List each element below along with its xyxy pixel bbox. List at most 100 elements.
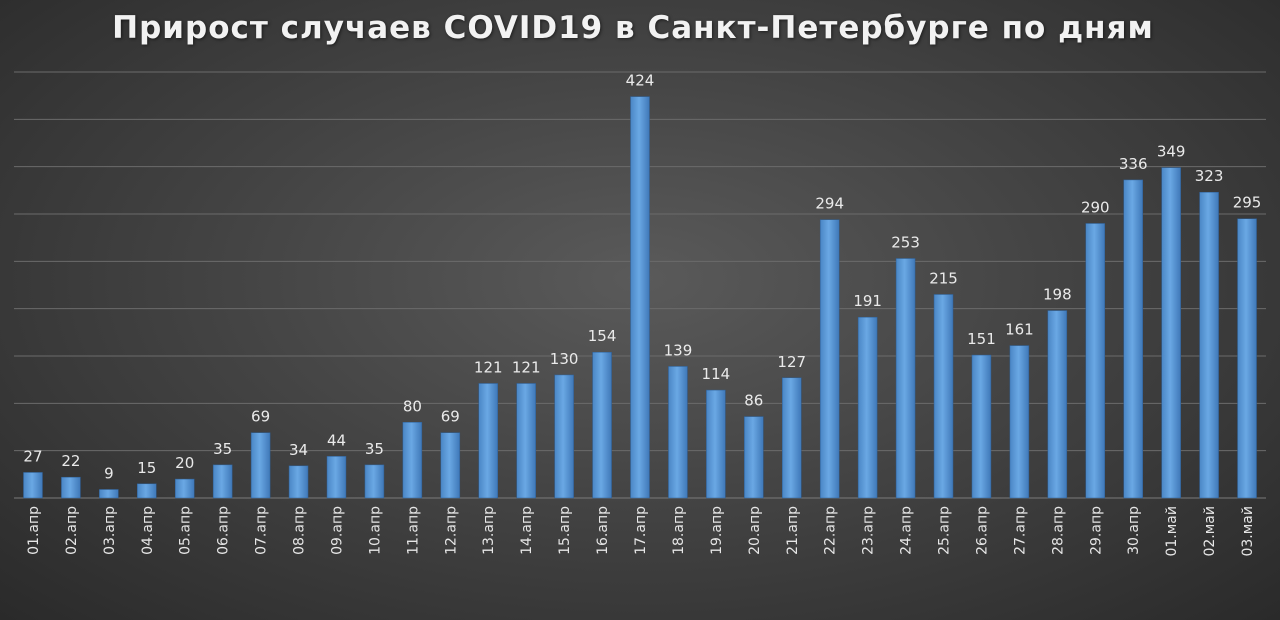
bar <box>99 489 119 499</box>
x-tick-label: 11.апр <box>405 506 421 555</box>
data-label: 161 <box>1005 321 1034 339</box>
x-tick-label: 25.апр <box>937 506 953 555</box>
data-label: 349 <box>1157 143 1186 161</box>
x-tick-label: 21.апр <box>785 506 801 555</box>
bar <box>895 258 916 499</box>
data-label: 20 <box>175 454 194 472</box>
x-tick-label: 26.апр <box>974 506 990 555</box>
data-labels-group: 27 22 9 15 20 35 69 34 44 35 80 69 121 121 130 154 424 13… <box>23 72 1261 483</box>
x-tick-label: 12.апр <box>443 506 459 555</box>
bar <box>554 374 574 499</box>
bar <box>971 354 992 499</box>
data-label: 139 <box>664 341 693 359</box>
x-tick-label: 17.апр <box>633 506 649 555</box>
bar <box>402 422 423 499</box>
bar <box>174 478 195 499</box>
x-tick-label: 04.апр <box>140 506 156 555</box>
x-tick-label: 01.май <box>1164 506 1180 557</box>
x-tick-label: 28.апр <box>1050 506 1066 555</box>
bar <box>250 432 271 499</box>
x-tick-label: 13.апр <box>481 506 497 555</box>
data-label: 22 <box>61 452 80 470</box>
bar <box>61 476 81 499</box>
bar <box>857 316 878 499</box>
x-tick-label: 08.апр <box>292 506 308 555</box>
data-label: 424 <box>626 72 655 90</box>
x-tick-label: 18.апр <box>671 506 687 555</box>
x-tick-label: 20.апр <box>747 506 763 555</box>
data-label: 294 <box>815 195 844 213</box>
data-label: 9 <box>104 464 114 482</box>
data-label: 151 <box>967 330 996 348</box>
data-label: 121 <box>512 358 541 376</box>
data-label: 127 <box>777 353 806 371</box>
data-label: 69 <box>441 408 460 426</box>
bar <box>23 472 43 499</box>
x-tick-label: 29.апр <box>1088 506 1104 555</box>
x-tick-label: 24.апр <box>899 506 915 555</box>
bar <box>668 366 688 499</box>
bars-group <box>23 96 1257 499</box>
x-tick-label: 19.апр <box>709 506 725 555</box>
data-label: 114 <box>702 365 731 383</box>
chart-title: Прирост случаев COVID19 в Санкт-Петербур… <box>112 10 1154 46</box>
bar <box>1199 191 1219 499</box>
data-label: 121 <box>474 358 503 376</box>
data-label: 86 <box>744 392 763 410</box>
data-label: 215 <box>929 269 958 287</box>
data-label: 34 <box>289 441 308 459</box>
data-label: 15 <box>137 459 156 477</box>
bar <box>212 464 233 499</box>
data-label: 27 <box>23 447 42 465</box>
bar <box>744 416 764 499</box>
bar <box>478 383 498 499</box>
bar <box>1161 167 1181 499</box>
data-label: 154 <box>588 327 617 345</box>
bar <box>1085 223 1106 499</box>
data-label: 295 <box>1233 194 1262 212</box>
data-label: 69 <box>251 408 270 426</box>
data-label: 130 <box>550 350 579 368</box>
bar <box>364 464 385 499</box>
x-tick-label: 06.апр <box>216 506 232 555</box>
bar <box>933 294 954 499</box>
x-tick-label: 10.апр <box>367 506 383 555</box>
data-label: 80 <box>403 397 422 415</box>
x-tick-label: 05.апр <box>178 506 194 555</box>
x-tick-label: 02.апр <box>64 506 80 555</box>
x-tick-label: 16.апр <box>595 506 611 555</box>
bar <box>440 432 461 499</box>
bar <box>288 465 309 499</box>
x-tick-label: 27.апр <box>1012 506 1028 555</box>
data-label: 191 <box>853 292 882 310</box>
data-label: 35 <box>213 440 232 458</box>
x-tick-label: 03.май <box>1240 506 1256 557</box>
bar <box>516 383 536 499</box>
data-label: 323 <box>1195 167 1224 185</box>
x-tick-labels-group: 01.апр 02.апр 03.апр 04.апр 05.апр 06.апр 07.а… <box>26 506 1256 557</box>
data-label: 44 <box>327 431 346 449</box>
bar <box>782 377 802 499</box>
x-tick-label: 14.апр <box>519 506 535 555</box>
bar <box>326 456 347 499</box>
bar <box>1237 218 1257 499</box>
x-tick-label: 03.апр <box>102 506 118 555</box>
bar <box>630 96 650 499</box>
bar <box>1047 310 1068 499</box>
x-tick-label: 15.апр <box>557 506 573 555</box>
x-tick-label: 30.апр <box>1126 506 1142 555</box>
bar <box>819 219 840 499</box>
bar <box>706 389 726 499</box>
bar <box>592 351 612 499</box>
bar <box>1009 345 1030 499</box>
data-label: 198 <box>1043 286 1072 304</box>
x-tick-label: 07.апр <box>254 506 270 555</box>
data-label: 336 <box>1119 155 1148 173</box>
x-tick-label: 23.апр <box>861 506 877 555</box>
x-tick-label: 02.май <box>1202 506 1218 557</box>
data-label: 290 <box>1081 198 1110 216</box>
x-tick-label: 09.апр <box>329 506 345 555</box>
bar <box>137 483 157 499</box>
data-label: 35 <box>365 440 384 458</box>
